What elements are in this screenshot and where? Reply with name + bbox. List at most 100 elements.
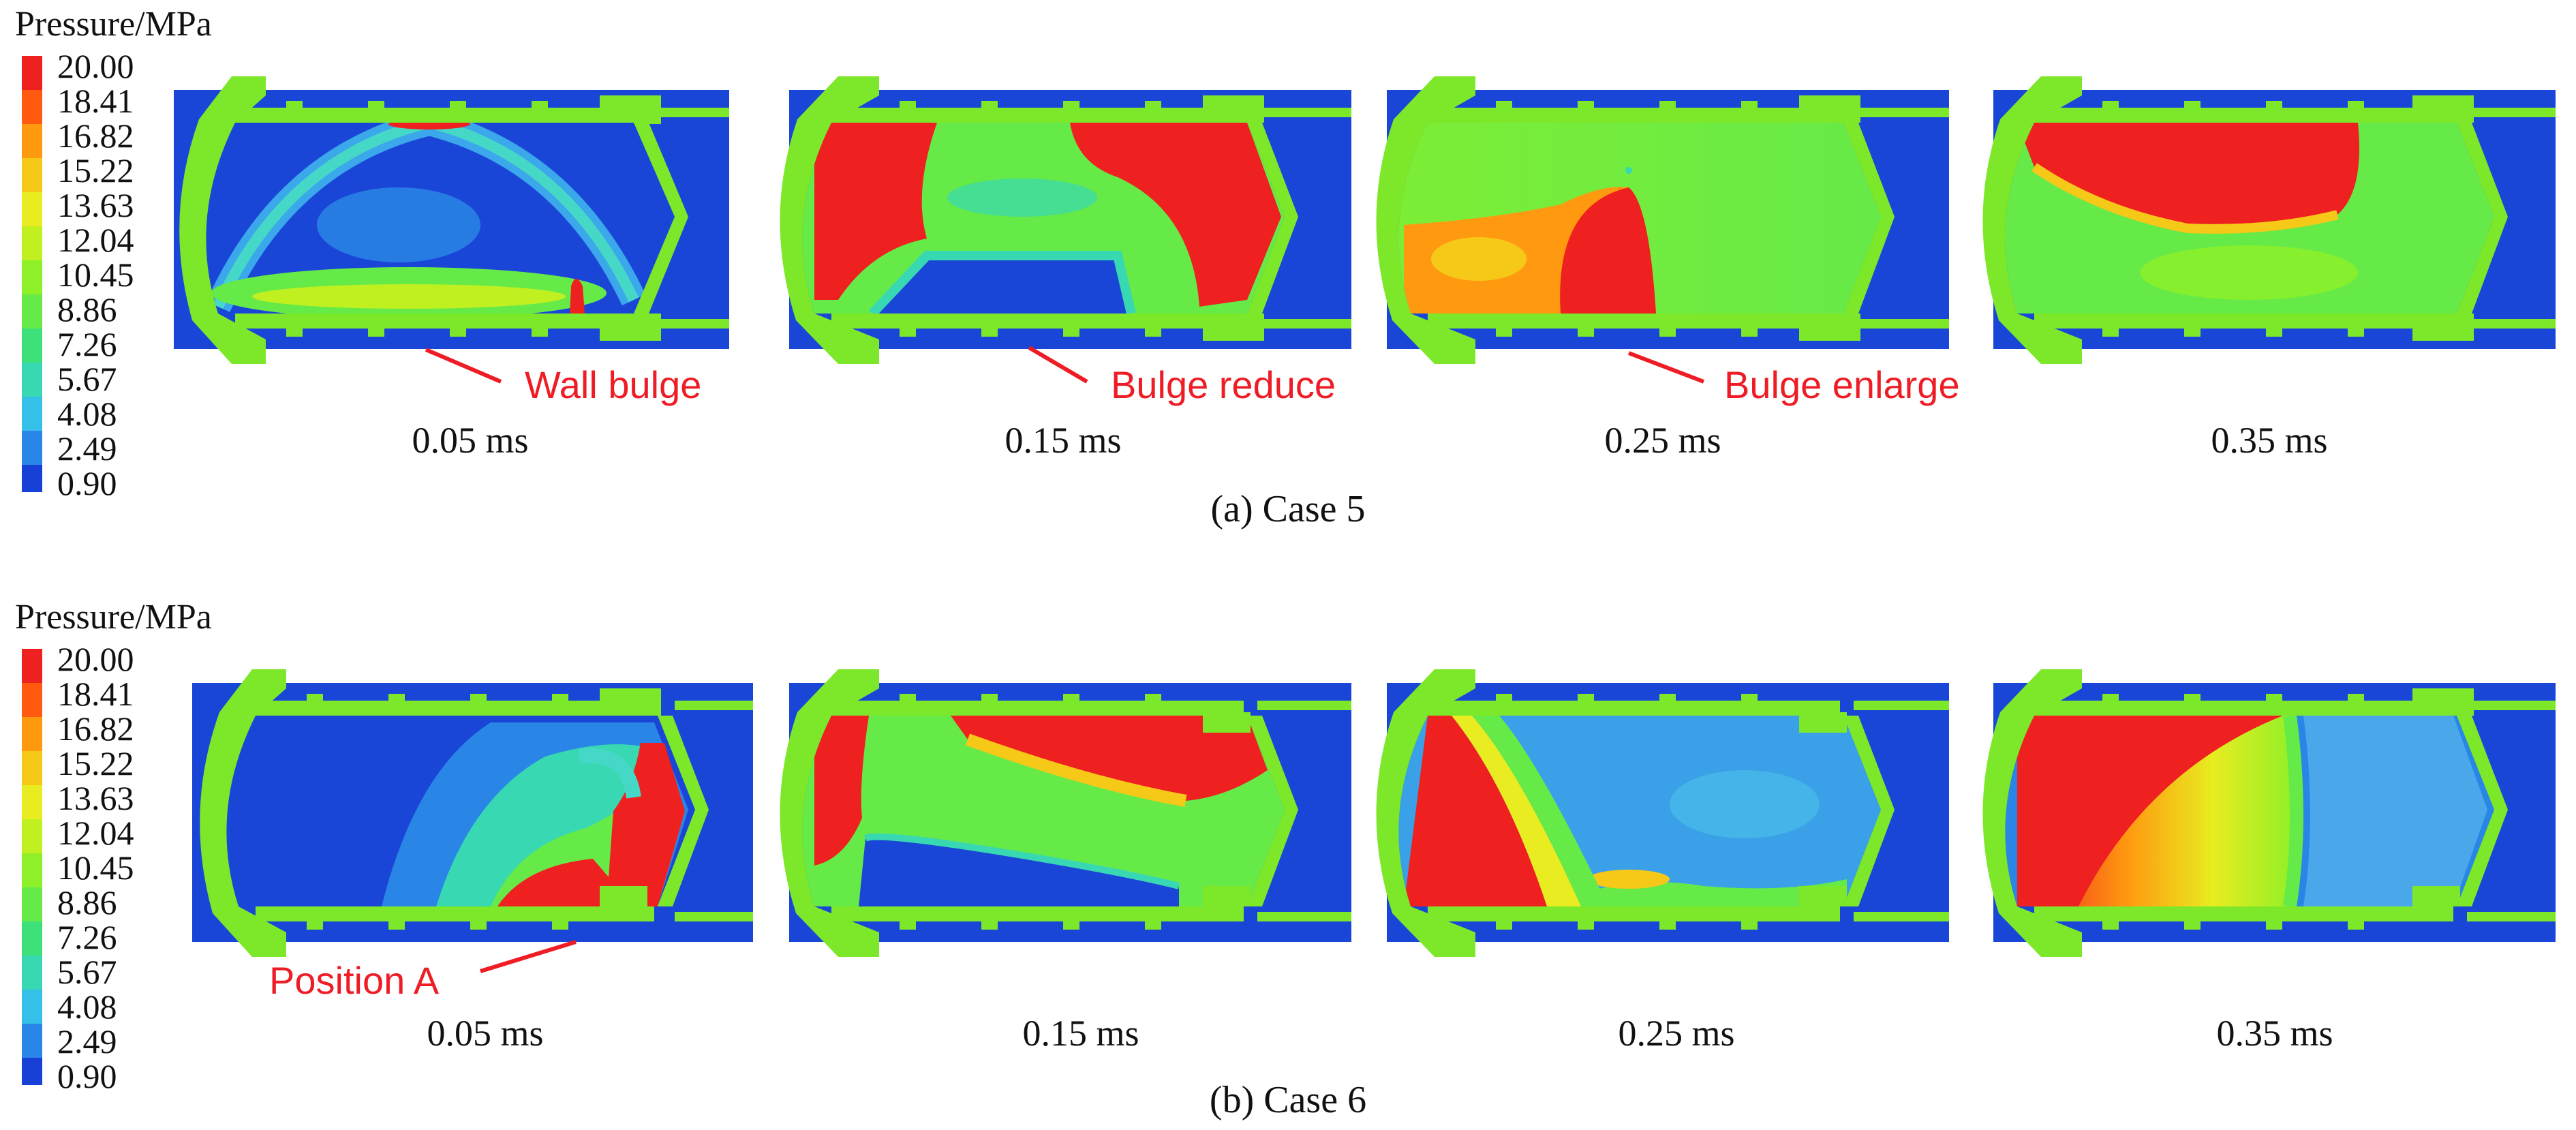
vessel-wall	[1376, 76, 1949, 364]
vessel-wall	[1982, 76, 2556, 364]
vessel-wall	[1982, 669, 2556, 957]
swatch	[22, 260, 42, 294]
time-label: 0.05 ms	[412, 420, 528, 461]
swatch	[22, 226, 42, 260]
swatch	[22, 990, 42, 1024]
time-label: 0.25 ms	[1604, 420, 1721, 461]
tick-label: 15.22	[57, 151, 134, 189]
panel-caption: (b) Case 6	[1210, 1079, 1366, 1121]
contour-frame: 0.15 ms	[780, 669, 1351, 1054]
colorbar-ticks: 20.00 18.41 16.82 15.22 13.63 12.04 10.4…	[57, 640, 134, 1095]
contour-frame: 0.05 ms	[192, 669, 753, 1054]
annotation-position-a: Position A	[269, 940, 577, 1002]
tick-label: 0.90	[57, 1057, 117, 1095]
tick-label: 7.26	[57, 918, 117, 956]
swatch	[22, 1024, 42, 1058]
swatch	[22, 329, 42, 363]
pressure-field	[226, 716, 695, 906]
contour-frame: 0.05 ms	[174, 76, 729, 461]
swatch	[22, 683, 42, 717]
time-label: 0.05 ms	[427, 1013, 543, 1054]
tick-label: 20.00	[57, 47, 134, 85]
annotation-bulge-enlarge: Bulge enlarge	[1627, 351, 1960, 406]
vessel-wall	[780, 669, 1351, 957]
pressure-field	[2005, 716, 2494, 906]
tick-label: 16.82	[57, 709, 134, 748]
swatch	[22, 956, 42, 990]
vessel-wall	[1376, 669, 1949, 957]
annotation-wall-bulge: Wall bulge	[425, 348, 701, 406]
colorbar-case-5: Pressure/MPa 20.00 18.41 16.82 15.22 13.…	[15, 5, 212, 502]
swatch	[22, 465, 42, 492]
swatch	[22, 717, 42, 751]
swatch	[22, 853, 42, 887]
tick-label: 12.04	[57, 221, 134, 259]
swatch	[22, 887, 42, 921]
time-label: 0.15 ms	[1022, 1013, 1139, 1054]
swatch	[22, 819, 42, 853]
swatch	[22, 158, 42, 192]
tick-label: 7.26	[57, 325, 117, 363]
swatch	[22, 294, 42, 329]
tick-label: 8.86	[57, 290, 117, 329]
pressure-field	[2005, 123, 2494, 314]
panel-case-6: 0.05 ms	[192, 669, 2556, 1121]
swatch	[22, 649, 42, 683]
swatch	[22, 397, 42, 431]
contour-frame: 0.15 ms	[780, 76, 1351, 461]
annotation-label: Wall bulge	[525, 363, 701, 406]
colorbar-ticks: 20.00 18.41 16.82 15.22 13.63 12.04 10.4…	[57, 47, 134, 502]
annotation-label: Position A	[269, 959, 440, 1002]
swatch	[22, 1058, 42, 1085]
swatch	[22, 431, 42, 465]
swatch	[22, 124, 42, 158]
tick-label: 13.63	[57, 186, 134, 224]
vessel-wall	[200, 669, 753, 957]
vessel-wall	[780, 76, 1351, 364]
swatch	[22, 90, 42, 124]
colorbar-title: Pressure/MPa	[15, 5, 212, 44]
contour-frame: 0.35 ms	[1982, 76, 2556, 461]
tick-label: 10.45	[57, 849, 134, 887]
colorbar-swatches	[22, 56, 42, 492]
panel-case-5: 0.05 ms	[174, 76, 2556, 530]
vessel-wall	[179, 76, 729, 364]
tick-label: 15.22	[57, 744, 134, 782]
pressure-field	[206, 123, 675, 314]
swatch	[22, 921, 42, 956]
time-label: 0.25 ms	[1618, 1013, 1734, 1054]
contour-frame: 0.25 ms	[1376, 76, 1949, 461]
time-label: 0.15 ms	[1005, 420, 1121, 461]
annotation-label: Bulge reduce	[1111, 363, 1336, 406]
tick-label: 18.41	[57, 675, 134, 713]
time-label: 0.35 ms	[2216, 1013, 2333, 1054]
tick-label: 8.86	[57, 883, 117, 921]
tick-label: 4.08	[57, 395, 117, 433]
tick-label: 13.63	[57, 779, 134, 817]
pressure-field	[1398, 716, 1881, 906]
pressure-field	[1398, 123, 1881, 314]
tick-label: 5.67	[57, 360, 117, 398]
panel-caption: (a) Case 5	[1210, 488, 1365, 530]
swatch	[22, 192, 42, 226]
contour-frame: 0.35 ms	[1982, 669, 2556, 1054]
pressure-field	[802, 123, 1285, 314]
tick-label: 2.49	[57, 429, 117, 468]
swatch	[22, 785, 42, 819]
pressure-field	[802, 716, 1285, 906]
tick-label: 10.45	[57, 256, 134, 294]
tick-label: 20.00	[57, 640, 134, 678]
tick-label: 16.82	[57, 117, 134, 155]
tick-label: 0.90	[57, 464, 117, 502]
tick-label: 5.67	[57, 953, 117, 991]
colorbar-case-6: Pressure/MPa 20.00 18.41 16.82 15.22 13.…	[15, 598, 212, 1095]
tick-label: 18.41	[57, 82, 134, 120]
tick-label: 12.04	[57, 814, 134, 852]
colorbar-swatches	[22, 649, 42, 1085]
colorbar-title: Pressure/MPa	[15, 598, 212, 637]
swatch	[22, 363, 42, 397]
tick-label: 2.49	[57, 1022, 117, 1060]
annotation-label: Bulge enlarge	[1724, 363, 1960, 406]
annotation-bulge-reduce: Bulge reduce	[1028, 346, 1336, 406]
